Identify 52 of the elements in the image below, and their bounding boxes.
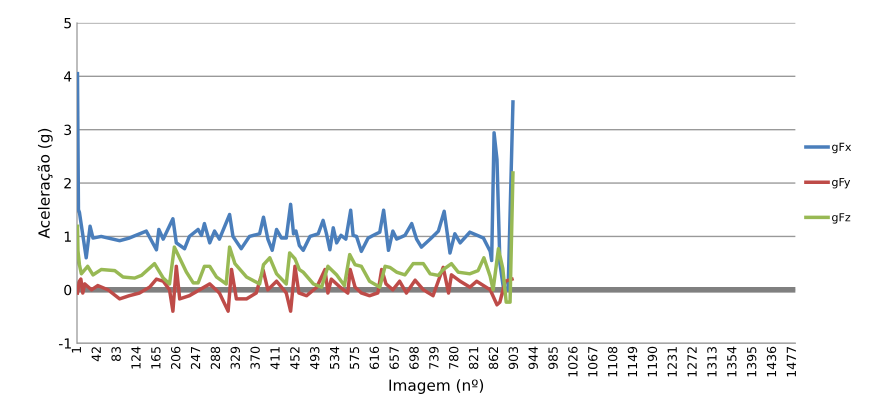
x-tick-label: 1395	[746, 347, 756, 376]
y-tick-label: -1	[58, 338, 71, 348]
x-tick-label: 411	[270, 347, 280, 370]
x-tick-label: 247	[190, 347, 200, 369]
x-tick-label: 1190	[648, 346, 658, 376]
x-tick-label: 1354	[727, 346, 737, 376]
x-tick-label: 780	[449, 346, 458, 369]
x-tick-label: 1	[72, 347, 81, 353]
y-tick-label: 3	[64, 124, 72, 136]
x-tick-label: 1272	[687, 347, 697, 376]
x-tick-label: 1149	[628, 346, 638, 376]
x-axis-title: Imagem (nº)	[389, 379, 484, 394]
x-tick-label: 493	[310, 346, 320, 370]
x-tick-label: 575	[350, 347, 360, 369]
x-tick-label: 698	[409, 346, 419, 369]
line-series	[77, 171, 515, 304]
x-tick-label: 1477	[786, 347, 796, 376]
line-series	[77, 72, 515, 292]
x-tick-label: 1313	[707, 346, 717, 376]
x-tick-label: 370	[250, 346, 260, 369]
x-tick-label: 821	[468, 347, 478, 369]
x-tick-label: 288	[210, 346, 220, 369]
x-tick-label: 206	[170, 346, 180, 369]
x-tick-label: 329	[230, 346, 240, 369]
y-tick-label: 2	[64, 178, 71, 188]
x-tick-label: 862	[488, 347, 498, 369]
x-tick-label: 1231	[667, 347, 677, 376]
x-tick-label: 739	[429, 346, 439, 369]
x-tick-label: 1108	[608, 346, 618, 376]
x-tick-label: 452	[290, 347, 300, 370]
x-tick-label: 657	[389, 347, 399, 369]
legend-label: gFx	[832, 142, 852, 154]
x-tick-label: 903	[508, 346, 518, 370]
x-tick-label: 1067	[588, 347, 598, 376]
y-tick-label: 5	[64, 18, 71, 28]
y-tick-label: 0	[64, 284, 72, 296]
x-tick-label: 616	[370, 346, 380, 369]
x-tick-label: 165	[151, 347, 161, 368]
line-series	[77, 264, 514, 313]
x-tick-label: 124	[131, 346, 141, 368]
legend-label: gFy	[832, 178, 850, 188]
x-tick-label: 1026	[568, 346, 578, 376]
x-tick-label: 985	[548, 347, 558, 370]
x-tick-label: 1436	[766, 346, 776, 376]
x-tick-label: 944	[528, 346, 538, 370]
x-tick-label: 83	[111, 346, 121, 362]
x-tick-label: 534	[330, 346, 340, 369]
y-tick-label: 1	[64, 232, 71, 242]
y-tick-label: 4	[64, 71, 72, 82]
legend-label: gFz	[832, 213, 850, 224]
y-axis-title: Aceleração (g)	[38, 128, 53, 238]
x-tick-label: 42	[92, 347, 101, 362]
